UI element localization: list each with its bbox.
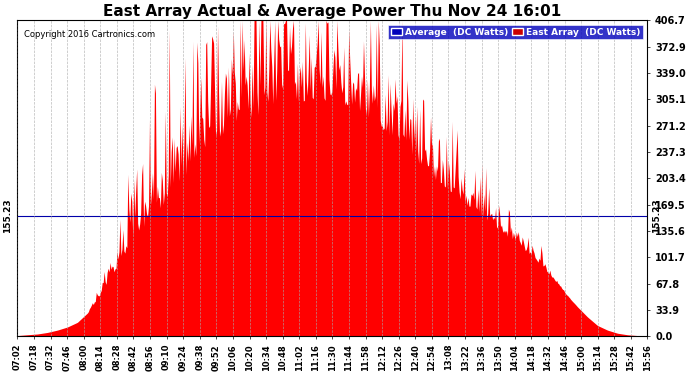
Text: 155.23: 155.23	[653, 198, 662, 233]
Title: East Array Actual & Average Power Thu Nov 24 16:01: East Array Actual & Average Power Thu No…	[104, 4, 562, 19]
Text: 155.23: 155.23	[3, 198, 12, 233]
Legend: Average  (DC Watts), East Array  (DC Watts): Average (DC Watts), East Array (DC Watts…	[388, 25, 643, 39]
Text: Copyright 2016 Cartronics.com: Copyright 2016 Cartronics.com	[23, 30, 155, 39]
